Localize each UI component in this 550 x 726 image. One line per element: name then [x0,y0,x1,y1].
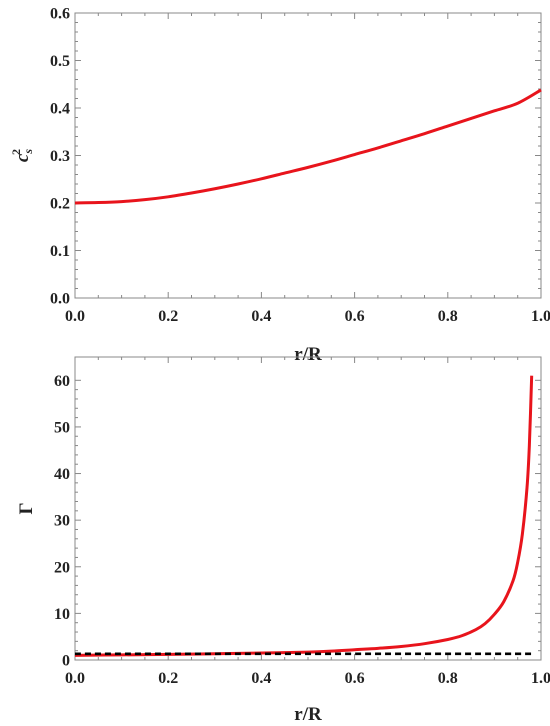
y-tick-label: 20 [54,559,70,576]
y-axis-label: cs2 [9,149,35,162]
x-axis-label: r/R [294,344,322,365]
x-tick-label: 1.0 [531,308,550,325]
x-tick-label: 0.0 [65,308,85,325]
plot-frame [74,12,542,299]
y-tick-label: 60 [54,373,70,390]
y-tick-label: 0.4 [50,101,70,118]
x-tick-label: 1.0 [531,670,550,687]
x-tick-label: 0.2 [158,308,178,325]
y-axis-label-base: c [12,153,33,162]
panel-sound-speed: 0.0 0.2 0.4 0.6 0.8 1.0 0.0 0.1 0.2 0.3 0.4 0.5 0.6 r… [9,6,550,366]
y-axis-label-sup: 2 [9,149,23,155]
series-line-0 [74,375,534,657]
series-line-0 [74,88,542,205]
x-tick-label: 0.6 [345,308,365,325]
x-tick-label: 0.8 [438,670,458,687]
x-tick-label: 0.4 [251,308,271,325]
y-tick-label: 0.0 [50,291,70,308]
y-tick-label: 40 [54,466,70,483]
panel-adiabatic-index: 0.0 0.2 0.4 0.6 0.8 1.0 0 10 20 30 40 50 60 r/R Γ [16,356,550,725]
y-tick-label: 0.5 [50,53,70,70]
y-tick-label: 0 [62,653,70,670]
y-tick-label: 0.1 [50,243,70,260]
x-tick-label: 0.2 [158,670,178,687]
y-tick-label: 10 [54,606,70,623]
x-tick-label: 0.6 [345,670,365,687]
plot-frame [74,356,542,661]
y-tick-label: 30 [54,513,70,530]
x-tick-label: 0.8 [438,308,458,325]
x-tick-label: 0.4 [251,670,271,687]
y-axis-label: Γ [16,502,37,514]
x-axis-label: r/R [294,704,322,725]
y-tick-label: 0.3 [50,148,70,165]
y-tick-label: 0.2 [50,196,70,213]
x-tick-label: 0.0 [65,670,85,687]
y-tick-label: 0.6 [50,6,70,23]
y-tick-label: 50 [54,419,70,436]
y-axis-label-sub: s [21,149,35,155]
